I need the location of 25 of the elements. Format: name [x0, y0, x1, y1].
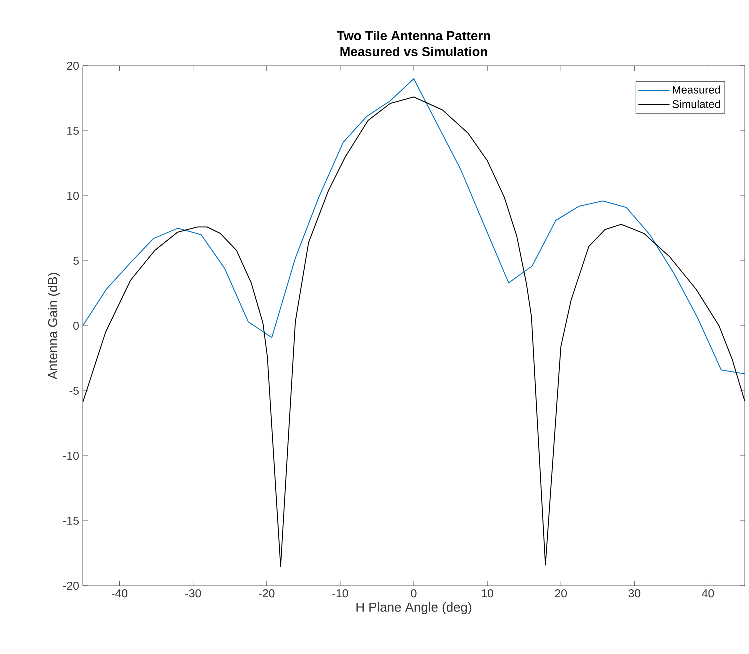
- legend-label: Simulated: [672, 100, 720, 108]
- x-tick-label: -30: [186, 590, 202, 598]
- x-tick-label: 40: [702, 590, 714, 598]
- x-tick-label: 0: [411, 590, 417, 598]
- x-tick-label: -40: [112, 590, 128, 598]
- y-tick-label: 0: [74, 322, 80, 330]
- x-tick-label: 30: [628, 590, 641, 598]
- x-axis-title: H Plane Angle (deg): [356, 602, 472, 615]
- chart-subtitle: Measured vs Simulation: [340, 46, 488, 56]
- chart-title: Two Tile Antenna Pattern: [337, 31, 490, 41]
- legend-label: Measured: [673, 86, 720, 94]
- x-tick-label: 10: [482, 590, 494, 598]
- y-tick-label: -10: [63, 452, 80, 460]
- y-tick-label: 10: [68, 192, 80, 200]
- y-tick-label: 5: [74, 257, 79, 265]
- x-tick-label: -20: [259, 590, 275, 598]
- y-tick-label: 20: [67, 62, 80, 70]
- y-tick-label: -5: [70, 387, 79, 395]
- x-tick-label: 20: [555, 590, 568, 598]
- line-series: [83, 96, 746, 567]
- y-axis-title: Antenna Gain (dB): [48, 273, 60, 380]
- x-tick-label: -10: [332, 590, 348, 598]
- y-tick-label: -20: [63, 582, 80, 590]
- y-tick-label: -15: [63, 517, 79, 525]
- y-tick-label: 15: [68, 127, 79, 135]
